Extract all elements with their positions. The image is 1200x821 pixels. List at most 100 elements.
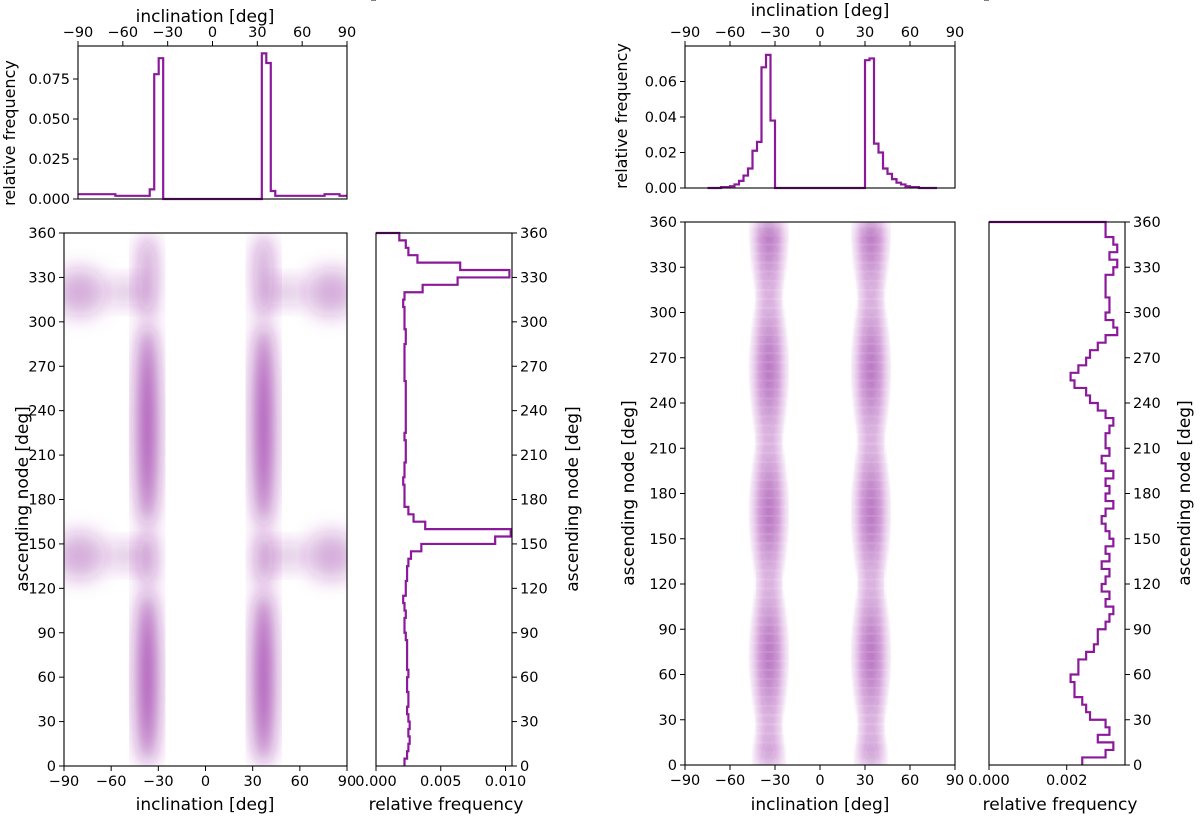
left-band-segment [138, 529, 157, 589]
right-side-xlabel: relative frequency [983, 795, 1138, 815]
right-main-x-label: 60 [901, 773, 919, 789]
right-top-x-label: −60 [715, 25, 746, 41]
right-side-y-label: 150 [1133, 532, 1161, 548]
right-main-y-label: 150 [649, 532, 677, 548]
right-top-histogram: inclination [deg] relative frequency −90… [612, 1, 964, 197]
right-top-x-label: 60 [901, 25, 919, 41]
left-side-y-label: 360 [520, 226, 548, 242]
right-top-x-label: −30 [760, 25, 791, 41]
right-side-y-label: 0 [1133, 758, 1142, 774]
right-side-x-label: 0.002 [1046, 773, 1088, 789]
right-main-y-label: 120 [649, 577, 677, 593]
right-main-y-label: 180 [649, 487, 677, 503]
left-main-ylabel: ascending node [deg] [13, 406, 33, 591]
left-top-x-label: 60 [293, 25, 311, 41]
left-side-xlabel: relative frequency [369, 795, 524, 815]
right-main-y-label: 270 [649, 351, 677, 367]
right-side-x-label: 0.000 [968, 773, 1010, 789]
right-side-y-label: 210 [1133, 441, 1161, 457]
left-band-segment [254, 233, 273, 322]
left-main-y-label: 360 [28, 226, 56, 242]
left-main-x-label: 0 [201, 774, 210, 790]
right-panel: inclination [deg] relative frequency −90… [612, 0, 1195, 815]
left-panel: inclination [deg] relative frequency −90… [0, 0, 583, 815]
left-main-y-label: 300 [28, 315, 56, 331]
left-blob-bridge [111, 280, 143, 305]
right-side-y-label: 240 [1133, 396, 1161, 412]
left-side-y-label: 0 [520, 759, 529, 775]
left-right-histogram: 0.000 0.005 0.010 0 30 60 90 120 150 180 210 240 27… [355, 0, 583, 815]
left-main-y-label: 270 [28, 359, 56, 375]
left-main-y-label: 330 [28, 270, 56, 286]
left-side-xticks: 0.000 0.005 0.010 [355, 766, 526, 790]
left-top-y-label: 0.075 [28, 72, 70, 88]
left-side-y-label: 150 [520, 537, 548, 553]
right-top-xlabel: inclination [deg] [751, 1, 890, 21]
left-blob [64, 531, 106, 580]
left-blobs [64, 233, 347, 766]
left-main-xticks: −90 −60 −30 0 30 60 90 [49, 766, 356, 790]
left-side-y-label: 60 [520, 670, 538, 686]
right-main-y-label: 0 [668, 758, 677, 774]
left-top-x-label: −60 [108, 25, 139, 41]
right-top-frame [684, 45, 956, 189]
right-top-ylabel: relative frequency [612, 43, 631, 189]
left-side-x-label: 0.010 [485, 774, 527, 790]
right-main-x-label: 0 [815, 773, 824, 789]
left-main-yticks: 0 30 60 90 120 150 180 210 240 270 300 330 360 [28, 226, 64, 775]
left-top-frame [77, 45, 348, 200]
left-top-x-label: −90 [63, 25, 94, 41]
left-side-y-label: 90 [520, 626, 538, 642]
left-top-y-label: 0.025 [28, 152, 70, 168]
right-side-y-label: 270 [1133, 351, 1161, 367]
right-top-y-label: 0.04 [645, 110, 677, 126]
right-main-xlabel: inclination [deg] [751, 795, 890, 815]
left-top-histogram: inclination [deg] relative frequency −90… [0, 7, 356, 208]
left-main-y-label: 150 [28, 537, 56, 553]
left-side-frame [375, 232, 513, 767]
left-blob [305, 531, 347, 580]
left-main-y-label: 180 [28, 493, 56, 509]
left-top-x-label: 0 [208, 25, 217, 41]
right-main-y-label: 210 [649, 441, 677, 457]
right-main-x-label: 30 [856, 773, 874, 789]
left-top-y-label: 0.050 [28, 112, 70, 128]
right-main-x-label: −90 [670, 773, 701, 789]
left-band-segment [254, 588, 273, 766]
left-top-x-label: −30 [152, 25, 183, 41]
right-top-xticks: −90 −60 −30 0 30 60 90 [670, 25, 964, 46]
left-main-x-label: −90 [49, 774, 80, 790]
right-main-x-label: −30 [760, 773, 791, 789]
left-band-segment [254, 321, 273, 530]
right-main-y-label: 90 [659, 622, 677, 638]
right-main-xticks: −90 −60 −30 0 30 60 90 [670, 765, 964, 789]
left-top-x-label: 30 [248, 25, 266, 41]
right-main-heatmap: −90 −60 −30 0 30 60 90 0 30 60 90 120 150 180 210 240 2… [619, 215, 964, 815]
left-band-segment [138, 233, 157, 322]
right-side-yticks: 0 30 60 90 120 150 180 210 240 270 300 330 360 [984, 0, 1161, 774]
right-side-xticks: 0.000 0.002 [968, 765, 1087, 789]
right-top-x-label: 30 [856, 25, 874, 41]
left-side-y-label: 120 [520, 581, 548, 597]
left-blob-bridge [111, 543, 143, 568]
left-main-y-label: 0 [47, 759, 56, 775]
right-main-y-label: 360 [649, 215, 677, 231]
right-main-y-label: 60 [659, 668, 677, 684]
left-main-y-label: 30 [38, 715, 56, 731]
left-main-x-label: 60 [291, 774, 309, 790]
left-main-y-label: 240 [28, 404, 56, 420]
right-main-x-label: −60 [715, 773, 746, 789]
left-top-hist-line [78, 52, 347, 201]
left-main-x-label: −60 [96, 774, 127, 790]
right-side-y-label: 360 [1133, 215, 1161, 231]
right-side-y-label: 120 [1133, 577, 1161, 593]
right-top-x-label: −90 [670, 25, 701, 41]
right-side-y-label: 90 [1133, 622, 1151, 638]
right-side-y-label: 180 [1133, 487, 1161, 503]
left-main-x-label: 90 [338, 774, 356, 790]
left-blob-bridge [268, 280, 300, 305]
left-side-x-label: 0.005 [420, 774, 462, 790]
left-top-yticks: 0.000 0.025 0.050 0.075 [28, 72, 78, 208]
right-main-y-label: 330 [649, 260, 677, 276]
